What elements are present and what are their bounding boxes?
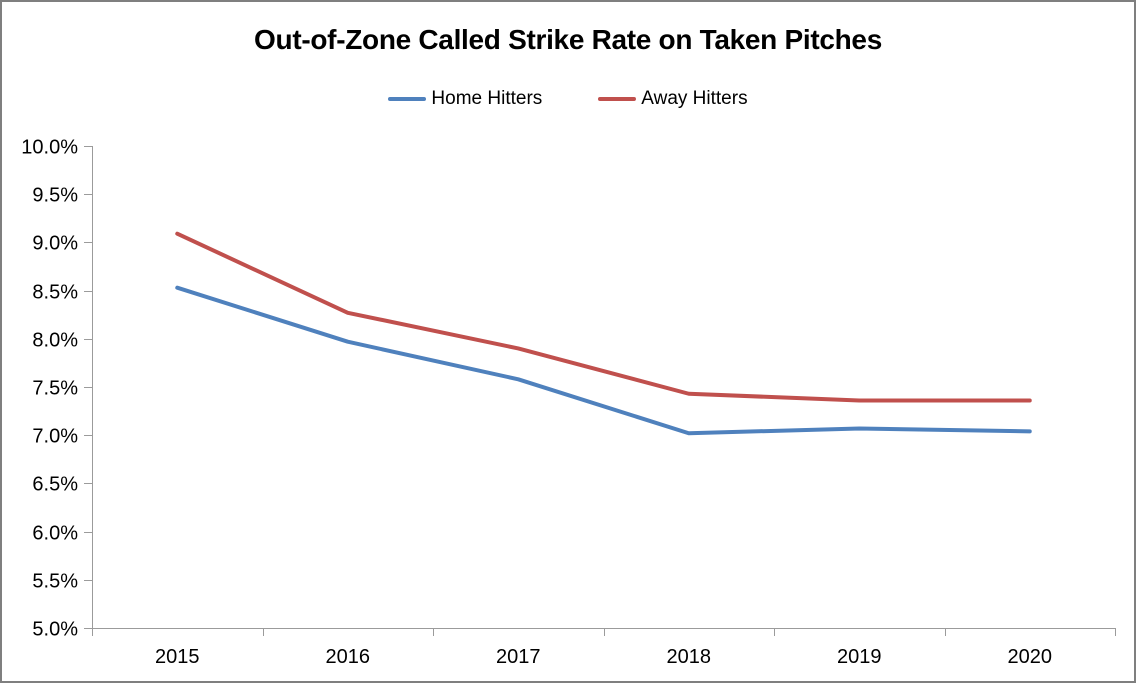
x-axis-tick-label: 2020: [1008, 646, 1053, 668]
legend-swatch-away-icon: [598, 97, 637, 101]
chart-legend: Home Hitters Away Hitters: [2, 88, 1134, 110]
x-axis-tick-label: 2018: [667, 646, 712, 668]
x-axis-tick-label: 2017: [496, 646, 541, 668]
x-axis-tick-label: 2016: [326, 646, 371, 668]
y-axis-tick-label: 6.0%: [32, 523, 78, 545]
x-axis-tick-label: 2019: [837, 646, 882, 668]
x-axis-tick-label: 2015: [155, 646, 200, 668]
y-axis-tick-label: 6.5%: [32, 474, 78, 496]
legend-label-away-hitters: Away Hitters: [641, 88, 748, 109]
y-axis-tick-label: 5.5%: [32, 571, 78, 593]
y-axis-tick-label: 10.0%: [21, 137, 78, 159]
series-line-home-hitters: [175, 285, 1032, 436]
y-axis-tick-label: 9.0%: [32, 233, 78, 255]
y-axis-tick-label: 7.0%: [32, 426, 78, 448]
chart-title: Out-of-Zone Called Strike Rate on Taken …: [254, 24, 882, 55]
series-line-away-hitters: [175, 231, 1032, 403]
y-axis-tick-label: 7.5%: [32, 378, 78, 400]
y-axis-tick-label: 5.0%: [32, 619, 78, 641]
legend-item-away-hitters: Away Hitters: [598, 88, 748, 110]
y-axis-tick-label: 8.0%: [32, 330, 78, 352]
legend-item-home-hitters: Home Hitters: [388, 88, 542, 110]
y-axis-tick-label: 9.5%: [32, 185, 78, 207]
y-axis-tick-label: 8.5%: [32, 282, 78, 304]
legend-swatch-home-icon: [388, 97, 427, 101]
legend-label-home-hitters: Home Hitters: [431, 88, 543, 109]
